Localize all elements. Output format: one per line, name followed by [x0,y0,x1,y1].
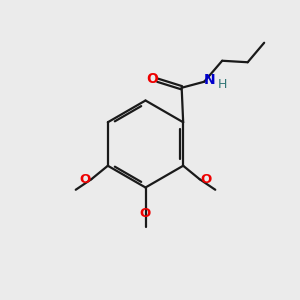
Text: O: O [146,72,158,86]
Text: O: O [200,173,211,186]
Text: H: H [218,78,227,91]
Text: O: O [140,207,151,220]
Text: O: O [80,173,91,186]
Text: N: N [203,73,215,87]
